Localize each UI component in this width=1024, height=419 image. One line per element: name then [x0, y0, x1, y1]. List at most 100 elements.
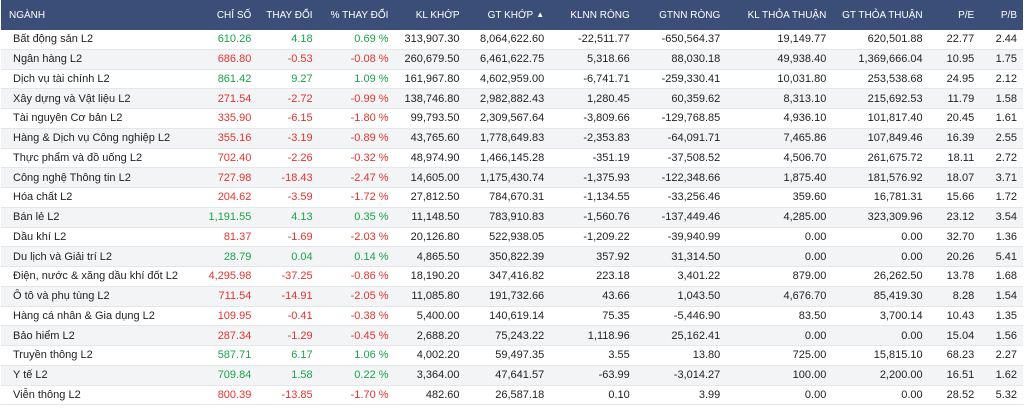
pct-change-value: -0.08 %: [350, 53, 389, 66]
deal-value: 85,419.30: [873, 290, 923, 303]
change-value: -18.43: [281, 171, 313, 184]
matched-volume: 4,865.50: [416, 250, 460, 263]
foreign-net-value: 88,030.18: [671, 53, 721, 66]
matched-volume: 260,679.50: [404, 53, 460, 66]
foreign-net-value: 60,359.62: [671, 92, 721, 105]
matched-value: 8,064,622.60: [479, 33, 545, 46]
sector-name: Tài nguyên Cơ bản L2: [13, 112, 123, 125]
header-foreign-net-value[interactable]: GTNN RÒNG: [659, 9, 721, 21]
foreign-net-volume: -22,511.77: [578, 33, 630, 46]
matched-value: 191,732.66: [489, 290, 545, 303]
matched-value: 784,670.31: [489, 191, 545, 204]
deal-volume: 0.00: [804, 329, 827, 342]
table-row[interactable]: Truyền thông L2 587.71 6.17 1.06 % 4,002.20 5…: [1, 346, 1023, 366]
table-row[interactable]: Xây dựng và Vật liệu L2 271.54 -2.72 -0.99 …: [1, 89, 1023, 109]
sector-name: Viễn thông L2: [13, 388, 81, 401]
change-value: -13.85: [281, 388, 313, 401]
deal-volume: 4,936.10: [783, 112, 827, 125]
table-row[interactable]: Công nghệ Thông tin L2 727.98 -18.43 -2.47 …: [1, 168, 1023, 188]
foreign-net-value: 3,401.22: [677, 270, 721, 283]
matched-volume: 11,148.50: [411, 211, 460, 224]
foreign-net-value: -33,256.46: [667, 191, 721, 204]
foreign-net-volume: -1,134.55: [583, 191, 630, 204]
table-row[interactable]: Dầu khí L2 81.37 -1.69 -2.03 % 20,126.80 522,…: [1, 227, 1023, 248]
pe-value: 18.07: [946, 171, 975, 184]
matched-value: 26,587.18: [495, 388, 545, 401]
table-row[interactable]: Bảo hiểm L2 287.34 -1.29 -0.45 % 2,688.20 75,…: [1, 326, 1023, 346]
header-deal-volume[interactable]: KL THỎA THUẬN: [747, 9, 827, 21]
pb-value: 2.12: [995, 72, 1018, 85]
pct-change-value: -1.80 %: [350, 112, 389, 125]
table-row[interactable]: Bán lẻ L2 1,191.55 4.13 0.35 % 11,148.50 783,…: [1, 207, 1023, 228]
header-pb[interactable]: P/B: [1000, 9, 1018, 21]
header-sector[interactable]: NGÀNH: [9, 9, 46, 21]
table-row[interactable]: Hóa chất L2 204.62 -3.59 -1.72 % 27,812.50 78…: [1, 188, 1023, 208]
table-row[interactable]: Dịch vụ tài chính L2 861.42 9.27 1.09 % 161,…: [1, 69, 1023, 90]
header-matched-value[interactable]: GT KHỚP ▲: [460, 10, 545, 21]
matched-volume: 99,793.50: [410, 112, 460, 125]
header-foreign-net-volume[interactable]: KLNN RÒNG: [570, 9, 630, 21]
foreign-net-value: -650,564.37: [661, 33, 721, 46]
matched-value: 6,461,622.75: [479, 53, 545, 66]
table-row[interactable]: Hàng & Dịch vụ Công nghiệp L2 355.16 -3.19…: [1, 128, 1023, 149]
pb-value: 1.54: [995, 290, 1018, 303]
header-pct-change[interactable]: % THAY ĐỔI: [330, 9, 389, 21]
sector-name: Ngân hàng L2: [13, 53, 83, 66]
table-row[interactable]: Du lịch và Giải trí L2 28.79 0.04 0.14 % 4,8…: [1, 247, 1023, 267]
deal-volume: 1,875.40: [783, 171, 827, 184]
matched-volume: 11,085.80: [411, 290, 460, 303]
table-row[interactable]: Hàng cá nhân & Gia dụng L2 109.95 -0.41 -0.…: [1, 306, 1023, 327]
pb-value: 2.72: [995, 151, 1018, 164]
pct-change-value: -0.45 %: [350, 329, 389, 342]
matched-value: 140,619.14: [489, 309, 545, 322]
foreign-net-volume: -63.99: [598, 369, 630, 382]
pb-value: 1.56: [995, 329, 1018, 342]
sector-name: Thực phẩm và đồ uống L2: [13, 151, 143, 164]
deal-volume: 879.00: [792, 270, 827, 283]
table-row[interactable]: Y tế L2 709.84 1.58 0.22 % 3,364.00 47,641.57…: [1, 365, 1023, 386]
header-change[interactable]: THAY ĐỔI: [266, 9, 313, 21]
sector-name: Hàng cá nhân & Gia dụng L2: [13, 309, 155, 322]
table-row[interactable]: Bất động sản L2 610.26 4.18 0.69 % 313,907.3…: [1, 30, 1023, 50]
pct-change-value: 0.14 %: [354, 250, 389, 263]
change-value: -1.29: [287, 329, 313, 342]
header-index[interactable]: CHỈ SỐ: [216, 9, 252, 21]
table-row[interactable]: Thực phẩm và đồ uống L2 702.40 -2.26 -0.32 …: [1, 148, 1023, 169]
foreign-net-value: -64,091.71: [667, 132, 721, 145]
sector-name: Truyền thông L2: [13, 349, 93, 362]
foreign-net-volume: 0.10: [608, 388, 630, 401]
deal-value: 0.00: [901, 388, 923, 401]
table-row[interactable]: Ngân hàng L2 686.80 -0.53 -0.08 % 260,679.50…: [1, 49, 1023, 70]
table-row[interactable]: Điện, nước & xăng dầu khí đốt L2 4,295.98…: [1, 267, 1023, 287]
deal-value: 253,538.68: [867, 72, 923, 85]
foreign-net-volume: 3.55: [608, 349, 630, 362]
foreign-net-volume: 43.66: [602, 290, 630, 303]
foreign-net-value: -3,014.27: [673, 369, 721, 382]
matched-value: 75,243.22: [495, 329, 545, 342]
pb-value: 1.35: [995, 309, 1018, 322]
pb-value: 2.27: [995, 349, 1018, 362]
pe-value: 68.23: [946, 349, 975, 362]
deal-value: 16,781.31: [873, 191, 923, 204]
deal-value: 101,817.40: [867, 112, 923, 125]
header-deal-value[interactable]: GT THỎA THUẬN: [842, 9, 923, 21]
matched-volume: 43,765.60: [410, 132, 460, 145]
deal-value: 2,200.00: [879, 369, 923, 382]
pb-value: 1.61: [995, 112, 1018, 125]
deal-value: 323,309.96: [867, 211, 923, 224]
sector-name: Xây dựng và Vật liệu L2: [13, 92, 131, 105]
sort-up-down-icon[interactable]: ▲: [536, 10, 545, 20]
header-pe[interactable]: P/E: [958, 9, 975, 21]
table-row[interactable]: Ô tô và phụ tùng L2 711.54 -14.91 -2.05 % 11…: [1, 286, 1023, 307]
pct-change-value: -0.99 %: [350, 92, 389, 105]
table-row[interactable]: Tài nguyên Cơ bản L2 335.90 -6.15 -1.80 % 99…: [1, 109, 1023, 129]
deal-value: 215,692.53: [867, 92, 923, 105]
pe-value: 13.78: [946, 270, 975, 283]
table-row[interactable]: Viễn thông L2 800.39 -13.85 -1.70 % 482.60 26…: [1, 385, 1023, 406]
foreign-net-volume: 1,280.45: [586, 92, 630, 105]
header-matched-volume[interactable]: KL KHỚP: [415, 9, 460, 21]
pct-change-value: -1.70 %: [350, 388, 389, 401]
pe-value: 10.95: [946, 53, 975, 66]
pb-value: 1.72: [995, 191, 1018, 204]
matched-value: 47,641.57: [495, 369, 545, 382]
